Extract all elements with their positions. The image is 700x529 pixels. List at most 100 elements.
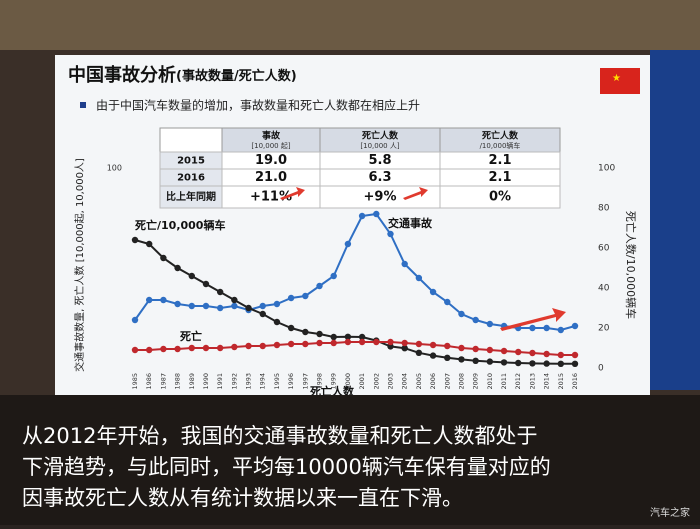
point bbox=[429, 341, 437, 349]
point bbox=[486, 346, 494, 354]
point bbox=[245, 304, 252, 312]
annotation: 死亡人数 bbox=[310, 384, 355, 398]
point bbox=[302, 340, 309, 348]
header-unit: [10,000 人] bbox=[360, 142, 399, 150]
point bbox=[316, 330, 323, 338]
point bbox=[273, 300, 281, 308]
cell-text: 6.3 bbox=[368, 170, 391, 185]
y2-tick-label: 40 bbox=[598, 284, 610, 294]
point bbox=[259, 342, 266, 350]
point bbox=[415, 349, 423, 356]
header-text: 事故 bbox=[262, 130, 281, 142]
point bbox=[500, 347, 508, 355]
table-arrow bbox=[280, 187, 305, 200]
point bbox=[188, 302, 195, 310]
point bbox=[515, 348, 522, 356]
header-unit: /10,000辆车 bbox=[480, 141, 521, 150]
x-tick-label: 1985 bbox=[131, 373, 139, 390]
point bbox=[330, 272, 337, 280]
point bbox=[543, 350, 550, 358]
point bbox=[486, 320, 494, 328]
caption: 从2012年开始，我国的交通事故数量和死亡人数都处于下滑趋势，与此同时，平均每1… bbox=[22, 424, 551, 510]
chart: 100 0 20 40 60 80 100 交通事故数量, 死亡人数 [10,000起, 10… bbox=[73, 158, 638, 398]
y2-tick-label: 80 bbox=[598, 204, 610, 214]
cell-text: 0% bbox=[489, 190, 511, 205]
y2-tick-label: 60 bbox=[598, 244, 610, 254]
point bbox=[515, 359, 522, 367]
x-tick-label: 2011 bbox=[500, 373, 508, 390]
x-tick-label: 2012 bbox=[514, 373, 522, 390]
point bbox=[415, 274, 423, 282]
point bbox=[529, 360, 536, 367]
cell-text: 19.0 bbox=[255, 153, 287, 168]
x-tick-label: 2003 bbox=[386, 373, 394, 390]
y-axis-title: 交通事故数量, 死亡人数 [10,000起, 10,000人] bbox=[73, 158, 86, 372]
point bbox=[415, 340, 423, 348]
watermark: 汽车之家 bbox=[650, 506, 690, 519]
cell-text: 比上年同期 bbox=[166, 190, 216, 203]
x-tick-label: 1991 bbox=[216, 373, 224, 390]
point bbox=[444, 298, 451, 306]
series-label: 死亡 bbox=[180, 329, 202, 343]
point bbox=[216, 304, 224, 312]
table-arrow bbox=[403, 187, 428, 200]
slide bbox=[55, 55, 650, 395]
point bbox=[458, 344, 465, 352]
point bbox=[429, 352, 437, 359]
point bbox=[216, 344, 224, 352]
x-tick-label: 2005 bbox=[415, 373, 423, 390]
point bbox=[373, 338, 380, 346]
header-cell bbox=[221, 127, 321, 153]
point bbox=[387, 343, 394, 350]
flag-star: ★ bbox=[612, 73, 621, 84]
point bbox=[259, 310, 266, 318]
point bbox=[231, 343, 238, 351]
point bbox=[231, 296, 238, 304]
cell-text: +11% bbox=[250, 190, 292, 205]
point bbox=[188, 272, 195, 280]
x-tick-label: 2010 bbox=[486, 373, 494, 390]
point bbox=[344, 333, 352, 340]
point bbox=[287, 324, 295, 332]
point bbox=[302, 292, 309, 300]
x-tick-label: 1995 bbox=[273, 373, 281, 390]
point bbox=[273, 341, 281, 349]
x-tick-label: 2009 bbox=[472, 373, 480, 390]
y-tick-label: 100 bbox=[107, 164, 122, 173]
point bbox=[160, 296, 167, 304]
slide-title: 中国事故分析(事故数量/死亡人数) bbox=[68, 64, 297, 86]
point bbox=[316, 282, 323, 290]
x-tick-label: 2013 bbox=[528, 373, 536, 390]
point bbox=[358, 338, 366, 346]
caption-line: 从2012年开始，我国的交通事故数量和死亡人数都处于 bbox=[22, 424, 537, 448]
x-tick-label: 2015 bbox=[557, 373, 565, 390]
cell-text: 2016 bbox=[177, 173, 205, 184]
point bbox=[387, 230, 394, 238]
point bbox=[472, 357, 479, 364]
x-tick-label: 1989 bbox=[188, 373, 196, 390]
point bbox=[458, 356, 465, 363]
bullet-mark bbox=[80, 102, 86, 108]
cell-text: 2.1 bbox=[488, 153, 511, 168]
point bbox=[401, 260, 408, 268]
table: 事故[10,000 起]死亡人数[10,000 人]死亡人数/10,000辆车2… bbox=[159, 127, 561, 209]
ceiling bbox=[0, 0, 700, 50]
flag bbox=[600, 68, 640, 94]
y2-tick-label: 100 bbox=[598, 164, 615, 174]
y2-tick-label: 0 bbox=[598, 364, 604, 374]
series-label: 交通事故 bbox=[388, 216, 433, 230]
point bbox=[344, 240, 352, 248]
x-tick-label: 1986 bbox=[145, 373, 153, 390]
bullet: 由于中国汽车数量的增加，事故数量和死亡人数都在相应上升 bbox=[96, 98, 420, 113]
x-tick-label: 2008 bbox=[457, 373, 465, 390]
point bbox=[160, 345, 167, 353]
point bbox=[557, 360, 565, 367]
x-tick-label: 2007 bbox=[443, 373, 451, 390]
caption-line: 因事故死亡人数从有统计数据以来一直在下滑。 bbox=[22, 486, 463, 510]
x-tick-label: 2014 bbox=[543, 373, 551, 390]
point bbox=[231, 302, 238, 310]
x-tick-label: 1987 bbox=[159, 373, 167, 390]
point bbox=[131, 346, 139, 354]
cell-text: 2.1 bbox=[488, 170, 511, 185]
x-tick-label: 2000 bbox=[344, 373, 352, 390]
